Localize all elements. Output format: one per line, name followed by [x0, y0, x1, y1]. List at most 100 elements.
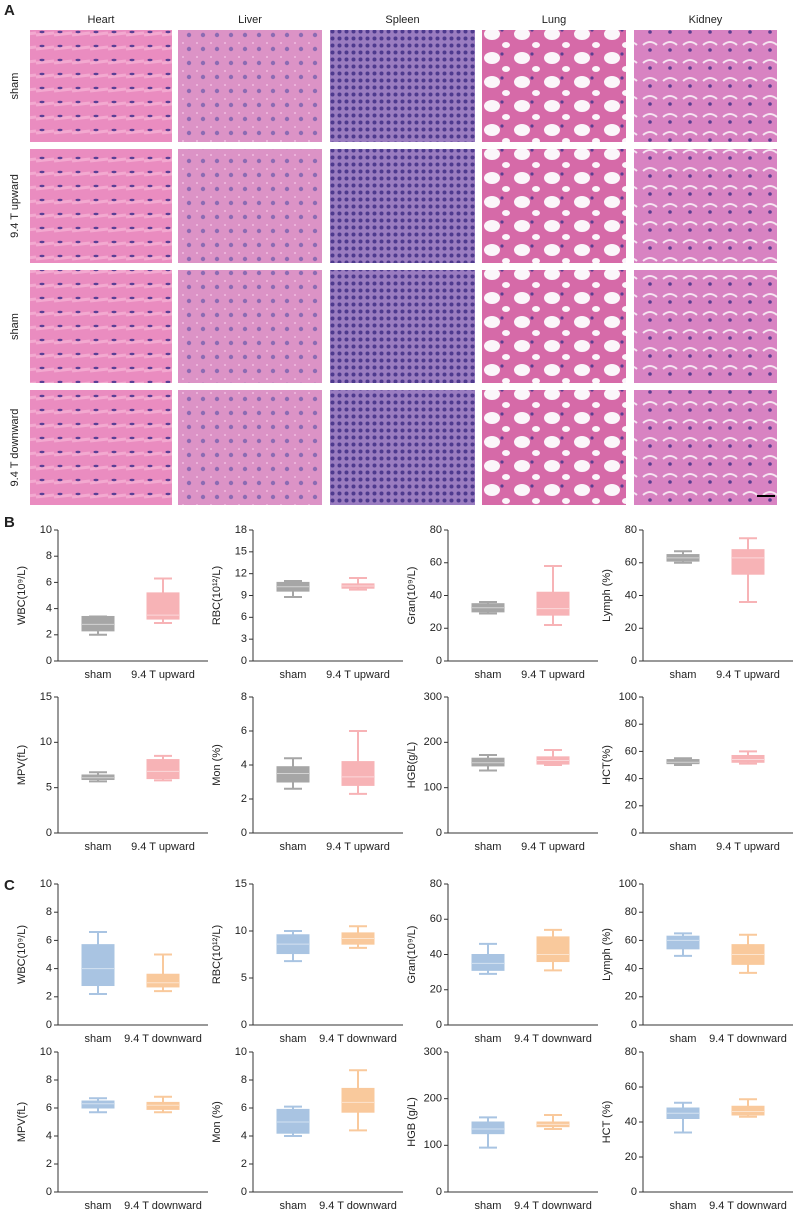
y-tick-label: 6	[241, 725, 247, 737]
y-tick-label: 20	[625, 800, 637, 812]
box	[471, 757, 505, 767]
y-tick-label: 3	[241, 633, 247, 645]
tissue-image	[634, 390, 777, 505]
tissue-image	[330, 30, 475, 142]
tissue-image	[482, 149, 626, 263]
x-tick-label: 9.4 T upward	[521, 841, 585, 853]
y-tick-label: 40	[625, 963, 637, 975]
column-label: Heart	[88, 14, 115, 26]
y-tick-label: 80	[430, 878, 442, 890]
tissue-image	[178, 30, 322, 142]
y-axis-label: HGB(g/L)	[406, 742, 418, 788]
column-label: Spleen	[385, 14, 419, 26]
y-axis-label: Gran(10⁹/L)	[406, 567, 418, 625]
tissue-image	[30, 30, 172, 142]
y-tick-label: 6	[46, 934, 52, 946]
x-tick-label: 9.4 T upward	[326, 669, 390, 681]
y-tick-label: 20	[430, 984, 442, 996]
x-tick-label: sham	[475, 1033, 502, 1045]
x-tick-label: 9.4 T upward	[716, 669, 780, 681]
x-tick-label: 9.4 T upward	[131, 841, 195, 853]
y-tick-label: 300	[424, 1046, 442, 1058]
row-label: sham	[9, 73, 21, 100]
y-tick-label: 80	[625, 906, 637, 918]
panel-label: A	[4, 2, 15, 19]
x-tick-label: 9.4 T downward	[514, 1200, 592, 1212]
y-tick-label: 100	[619, 878, 637, 890]
box	[276, 766, 310, 783]
box	[666, 759, 700, 765]
y-tick-label: 0	[241, 1186, 247, 1198]
y-tick-label: 15	[40, 691, 52, 703]
box	[731, 1105, 765, 1116]
y-tick-label: 2	[241, 793, 247, 805]
y-tick-label: 0	[436, 1186, 442, 1198]
y-tick-label: 10	[40, 1046, 52, 1058]
box	[276, 1108, 310, 1134]
y-axis-label: Mon (%)	[211, 1101, 223, 1143]
x-tick-label: sham	[475, 841, 502, 853]
x-tick-label: sham	[475, 669, 502, 681]
y-tick-label: 8	[46, 906, 52, 918]
x-tick-label: 9.4 T upward	[716, 841, 780, 853]
box	[341, 1087, 375, 1113]
x-tick-label: sham	[280, 1033, 307, 1045]
box	[731, 549, 765, 575]
box	[666, 935, 700, 950]
y-tick-label: 60	[625, 1081, 637, 1093]
box	[341, 761, 375, 786]
y-tick-label: 10	[235, 1046, 247, 1058]
tissue-image	[634, 149, 777, 263]
y-axis-label: RBC(10¹²/L)	[211, 566, 223, 625]
y-tick-label: 10	[235, 925, 247, 937]
y-tick-label: 200	[424, 736, 442, 748]
x-tick-label: sham	[670, 841, 697, 853]
y-tick-label: 40	[625, 773, 637, 785]
y-axis-label: Lymph (%)	[601, 928, 613, 981]
tissue-image	[330, 270, 475, 383]
y-tick-label: 0	[436, 1019, 442, 1031]
box	[81, 1100, 115, 1109]
x-tick-label: sham	[85, 841, 112, 853]
y-tick-label: 10	[40, 524, 52, 536]
y-tick-label: 4	[241, 759, 247, 771]
y-tick-label: 40	[625, 589, 637, 601]
y-axis-label: HGB (g/L)	[406, 1097, 418, 1147]
y-tick-label: 12	[235, 568, 247, 580]
y-tick-label: 60	[430, 557, 442, 569]
box	[146, 1101, 180, 1110]
x-tick-label: sham	[280, 1200, 307, 1212]
row-label: 9.4 T downward	[9, 409, 21, 487]
y-tick-label: 40	[625, 1116, 637, 1128]
y-tick-label: 0	[241, 655, 247, 667]
row-label: 9.4 T upward	[9, 174, 21, 238]
y-tick-label: 0	[46, 655, 52, 667]
y-tick-label: 100	[619, 691, 637, 703]
y-axis-label: WBC(10⁹/L)	[16, 566, 28, 625]
y-tick-label: 9	[241, 589, 247, 601]
y-axis-label: RBC(10¹²/L)	[211, 925, 223, 984]
y-tick-label: 40	[430, 589, 442, 601]
y-tick-label: 0	[46, 1186, 52, 1198]
y-tick-label: 15	[235, 878, 247, 890]
y-tick-label: 15	[235, 546, 247, 558]
y-tick-label: 10	[40, 878, 52, 890]
y-tick-label: 18	[235, 524, 247, 536]
y-axis-label: HCT (%)	[601, 1101, 613, 1144]
y-tick-label: 6	[46, 576, 52, 588]
tissue-image	[30, 149, 172, 263]
tissue-image	[634, 270, 777, 383]
x-tick-label: sham	[475, 1200, 502, 1212]
x-tick-label: 9.4 T downward	[709, 1200, 787, 1212]
y-tick-label: 0	[631, 655, 637, 667]
x-tick-label: sham	[280, 841, 307, 853]
y-axis-label: Gran(10⁹/L)	[406, 926, 418, 984]
y-tick-label: 0	[436, 827, 442, 839]
y-tick-label: 2	[46, 991, 52, 1003]
box	[146, 759, 180, 780]
y-tick-label: 2	[46, 1158, 52, 1170]
x-tick-label: 9.4 T downward	[319, 1033, 397, 1045]
x-tick-label: 9.4 T downward	[514, 1033, 592, 1045]
y-tick-label: 6	[241, 1102, 247, 1114]
